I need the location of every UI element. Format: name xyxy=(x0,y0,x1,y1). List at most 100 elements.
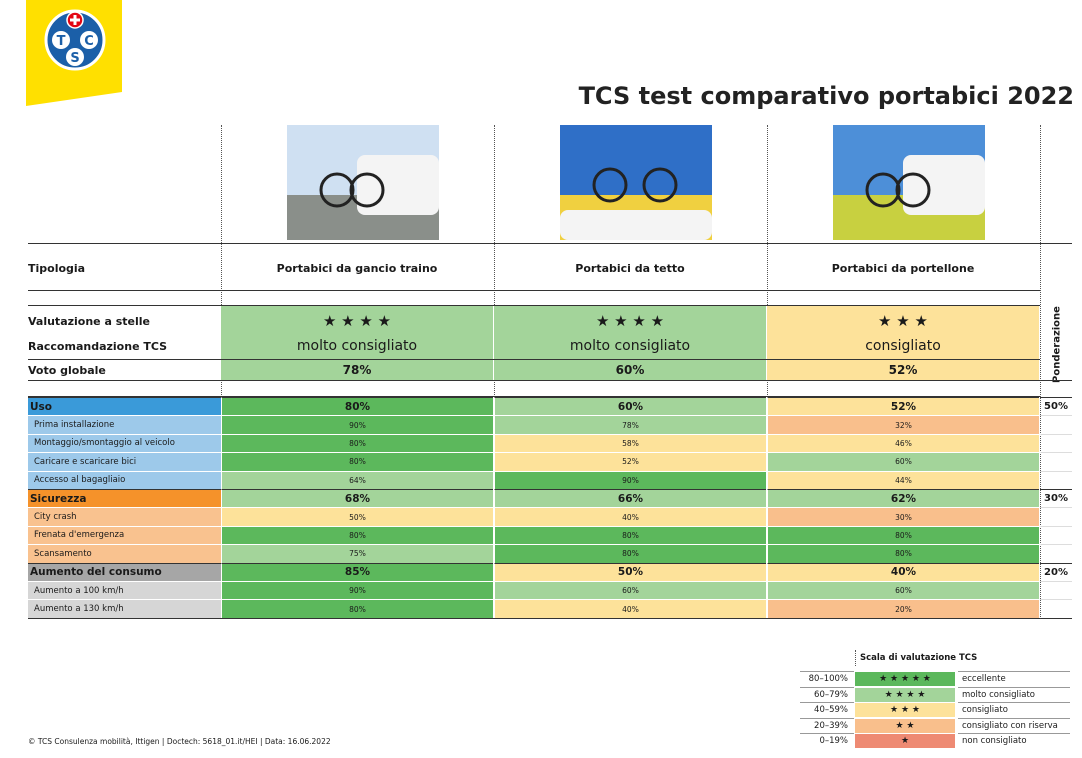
criterion-label: Prima installazione xyxy=(28,415,221,434)
legend-range: 80–100% xyxy=(800,671,854,686)
section-score: 80% xyxy=(221,397,493,416)
legend-stars: ★ ★ ★ ★ ★ xyxy=(855,671,955,686)
legend-label: eccellente xyxy=(958,671,1070,686)
legend-title: Scala di valutazione TCS xyxy=(855,650,1055,666)
section-weight: 20% xyxy=(1040,562,1072,581)
criterion-score: 46% xyxy=(767,433,1039,453)
weight-cell xyxy=(1040,581,1072,599)
legend-label: consigliato con riserva xyxy=(958,717,1070,733)
rule xyxy=(28,359,1040,360)
criterion-label: Accesso al bagagliaio xyxy=(28,470,221,489)
rule xyxy=(28,290,1040,291)
criterion-label: City crash xyxy=(28,507,221,526)
criterion-score: 90% xyxy=(221,415,493,434)
product-type: Portabici da gancio traino xyxy=(276,261,438,275)
legend-label: molto consigliato xyxy=(958,686,1070,702)
page-title: TCS test comparativo portabici 2022 xyxy=(578,82,1074,110)
criterion-score: 44% xyxy=(767,470,1039,489)
criterion-label: Aumento a 130 km/h xyxy=(28,599,221,618)
rating-block xyxy=(221,306,493,380)
section-weight: 30% xyxy=(1040,489,1072,507)
criterion-score: 32% xyxy=(767,415,1039,434)
column-divider xyxy=(1040,125,1041,617)
criterion-score: 80% xyxy=(494,525,766,545)
criterion-score: 78% xyxy=(494,415,766,434)
legend-label: non consigliato xyxy=(958,733,1070,748)
section-score: 40% xyxy=(767,562,1039,581)
rule xyxy=(28,396,1040,397)
criterion-score: 80% xyxy=(767,525,1039,545)
criterion-score: 40% xyxy=(494,599,766,618)
section-score: 52% xyxy=(767,397,1039,416)
logo-letter: C xyxy=(84,34,94,49)
criterion-score: 20% xyxy=(767,599,1039,618)
weight-cell xyxy=(1040,599,1072,617)
product-photo xyxy=(287,125,439,240)
weight-cell xyxy=(1040,507,1072,525)
stars: ★ ★ ★ ★ xyxy=(322,312,392,330)
logo: T C S xyxy=(26,0,122,106)
criterion-score: 60% xyxy=(494,581,766,600)
weighting-label: Ponderazione xyxy=(1051,306,1063,384)
product-photo xyxy=(560,125,712,240)
section-label: Sicurezza xyxy=(28,489,221,508)
section-score: 66% xyxy=(494,489,766,508)
weight-cell xyxy=(1040,544,1072,562)
logo-letter: T xyxy=(57,34,66,49)
rule xyxy=(28,305,1040,306)
criterion-label: Caricare e scaricare bici xyxy=(28,452,221,471)
criterion-score: 60% xyxy=(767,581,1039,600)
legend-range: 0–19% xyxy=(800,733,854,748)
overall-score: 52% xyxy=(888,363,918,377)
criterion-score: 90% xyxy=(494,470,766,489)
legend-stars: ★ ★ xyxy=(855,717,955,733)
criterion-score: 52% xyxy=(494,452,766,471)
legend-range: 60–79% xyxy=(800,686,854,702)
product-photo xyxy=(833,125,985,240)
weight-cell xyxy=(1040,470,1072,489)
criterion-score: 64% xyxy=(221,470,493,489)
criterion-score: 40% xyxy=(494,507,766,526)
product-type: Portabici da tetto xyxy=(575,261,685,275)
section-weight: 50% xyxy=(1040,397,1072,415)
row-label: Raccomandazione TCS xyxy=(28,339,168,353)
legend-stars: ★ ★ ★ xyxy=(855,702,955,717)
rule xyxy=(1040,380,1072,381)
rule xyxy=(28,617,1072,619)
legend-range: 40–59% xyxy=(800,702,854,717)
rating-block xyxy=(494,306,766,380)
criterion-score: 58% xyxy=(494,433,766,453)
logo-letter: S xyxy=(70,51,79,66)
product-type: Portabici da portellone xyxy=(831,261,975,275)
section-score: 62% xyxy=(767,489,1039,508)
recommendation: consigliato xyxy=(865,338,941,354)
overall-score: 60% xyxy=(615,363,645,377)
row-label: Voto globale xyxy=(28,363,106,377)
criterion-score: 80% xyxy=(221,525,493,545)
recommendation: molto consigliato xyxy=(569,338,691,354)
section-score: 85% xyxy=(221,562,493,581)
criterion-label: Frenata d'emergenza xyxy=(28,525,221,545)
footer: © TCS Consulenza mobilità, Ittigen | Doc… xyxy=(28,736,331,746)
rating-block xyxy=(767,306,1039,380)
stars: ★ ★ ★ xyxy=(878,312,928,330)
criterion-score: 80% xyxy=(221,599,493,618)
recommendation: molto consigliato xyxy=(296,338,418,354)
criterion-score: 60% xyxy=(767,452,1039,471)
criterion-score: 80% xyxy=(494,544,766,563)
section-score: 68% xyxy=(221,489,493,508)
legend-stars: ★ xyxy=(855,733,955,748)
criterion-score: 90% xyxy=(221,581,493,600)
legend-stars: ★ ★ ★ ★ xyxy=(855,686,955,702)
row-label: Valutazione a stelle xyxy=(28,314,150,328)
rule xyxy=(1040,243,1072,244)
criterion-score: 80% xyxy=(221,452,493,471)
criterion-score: 50% xyxy=(221,507,493,526)
criterion-label: Montaggio/smontaggio al veicolo xyxy=(28,433,221,453)
weight-cell xyxy=(1040,415,1072,433)
section-score: 50% xyxy=(494,562,766,581)
overall-score: 78% xyxy=(342,363,372,377)
stars: ★ ★ ★ ★ xyxy=(595,312,665,330)
criterion-score: 80% xyxy=(221,433,493,453)
